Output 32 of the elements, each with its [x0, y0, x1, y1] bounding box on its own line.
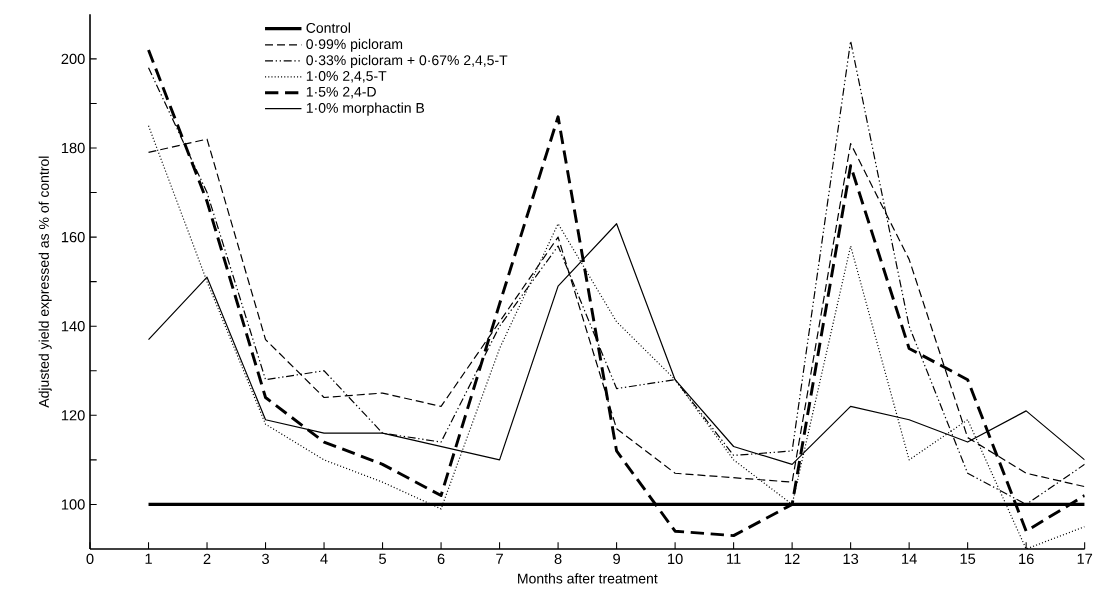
legend-label: Control — [306, 22, 350, 33]
y-tick-label: 100 — [61, 499, 85, 510]
x-tick-label: 4 — [320, 553, 328, 564]
x-axis-title: Months after treatment — [518, 573, 658, 584]
y-tick-label: 120 — [61, 410, 85, 421]
x-tick-label: 12 — [785, 553, 800, 564]
legend-label: 0·33% picloram + 0·67% 2,4,5-T — [306, 54, 508, 68]
x-tick-label: 14 — [902, 553, 917, 564]
x-tick-label: 11 — [727, 553, 741, 564]
x-tick-label: 2 — [203, 553, 211, 564]
x-tick-label: 0 — [86, 553, 94, 565]
x-tick-label: 15 — [960, 553, 976, 564]
x-tick-label: 5 — [379, 553, 386, 564]
x-tick-label: 3 — [262, 553, 269, 565]
y-axis-title: Adjusted yield expressed as % of control — [38, 156, 52, 408]
x-tick-label: 13 — [843, 553, 859, 565]
x-tick-label: 17 — [1077, 553, 1093, 564]
y-tick-label: 200 — [61, 53, 85, 65]
x-tick-label: 1 — [145, 553, 152, 564]
legend-label: 1·5% 2,4-D — [306, 86, 376, 99]
x-tick-label: 9 — [613, 553, 620, 565]
legend-label: 1·0% 2,4,5-T — [306, 71, 387, 83]
x-tick-label: 7 — [496, 553, 503, 564]
x-tick-label: 16 — [1019, 553, 1034, 565]
x-tick-label: 6 — [437, 553, 445, 565]
x-tick-label: 10 — [668, 553, 683, 565]
legend-label: 1·0% morphactin B — [306, 102, 425, 116]
y-tick-label: 160 — [61, 231, 85, 243]
y-tick-label: 140 — [61, 321, 85, 332]
x-tick-label: 8 — [554, 553, 562, 565]
legend-label: 0·99% picloram — [306, 38, 403, 52]
y-tick-label: 180 — [61, 142, 85, 154]
